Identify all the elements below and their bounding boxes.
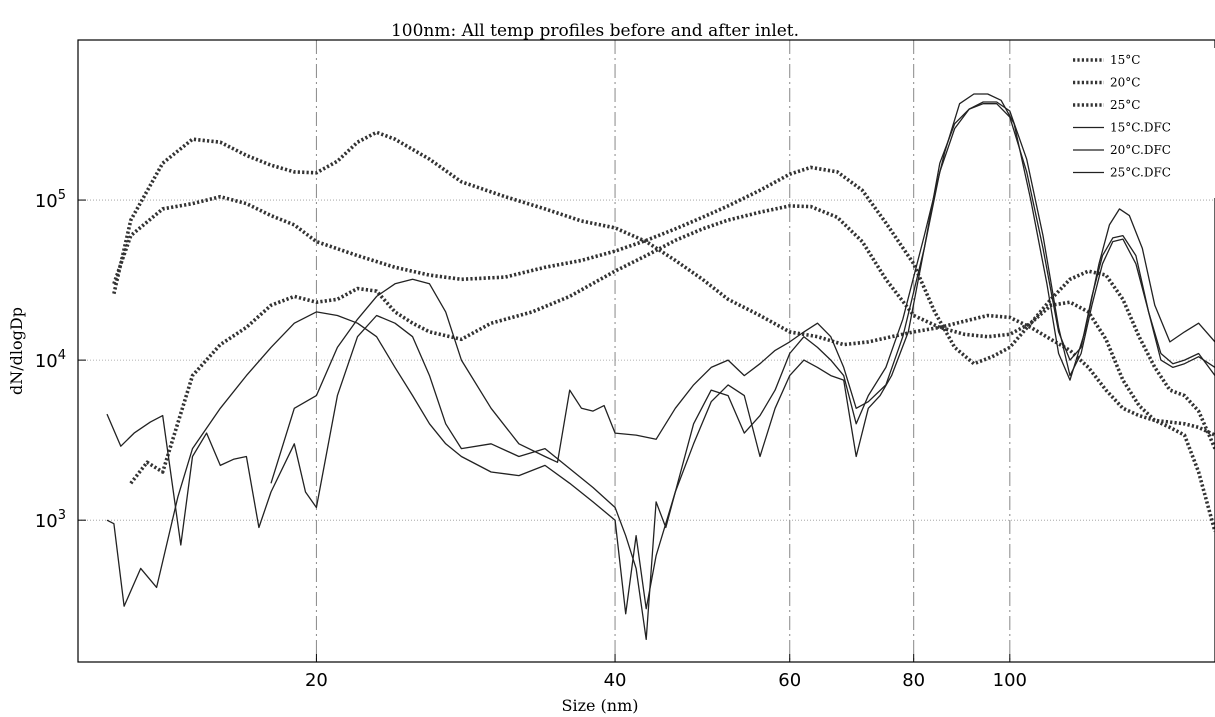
series-line-6 [270,101,1215,484]
y-tick-label: 104 [35,348,66,372]
legend: 15°C 20°C 25°C 15°C.DFC 20°C.DFC 25°C.DFC [1066,48,1215,198]
legend-label-2: 20°C [1110,76,1140,90]
legend-label-1: 15°C [1110,53,1140,67]
x-tick-label: 60 [778,670,801,691]
x-tick-label: 80 [902,670,925,691]
y-tick-label: 105 [35,188,66,212]
series-line-1 [112,130,1215,437]
series-line-5 [106,93,1215,641]
series-line-4 [106,103,1215,615]
legend-label-4: 15°C.DFC [1110,121,1171,135]
legend-label-5: 20°C.DFC [1110,143,1171,157]
x-axis-label: Size (nm) [561,696,638,715]
y-tick-label: 103 [35,508,66,532]
x-axis-ticks: 20 40 60 80 100 [305,654,1027,691]
x-tick-label: 100 [993,670,1027,691]
series-line-3 [129,204,1215,532]
legend-label-3: 25°C [1110,98,1140,112]
x-tick-label: 40 [604,670,627,691]
x-tick-label: 20 [305,670,328,691]
plot-area-frame [77,39,1215,663]
series-layer [106,93,1215,641]
grid-lines [78,40,1215,662]
series-line-2 [112,165,1215,450]
legend-label-6: 25°C.DFC [1110,166,1171,180]
chart-title: 100nm: All temp profiles before and afte… [391,21,799,41]
y-axis-label: dN/dlogDp [7,307,26,395]
